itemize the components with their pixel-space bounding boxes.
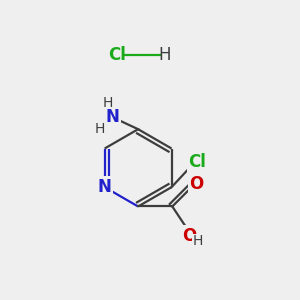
Text: H: H: [94, 122, 105, 136]
Text: H: H: [193, 234, 203, 248]
Text: Cl: Cl: [108, 46, 126, 64]
Text: O: O: [189, 175, 203, 193]
Text: Cl: Cl: [188, 154, 206, 172]
Text: N: N: [98, 178, 112, 196]
Text: H: H: [102, 96, 113, 110]
Text: H: H: [159, 46, 171, 64]
Text: O: O: [182, 227, 196, 245]
Text: N: N: [106, 108, 120, 126]
